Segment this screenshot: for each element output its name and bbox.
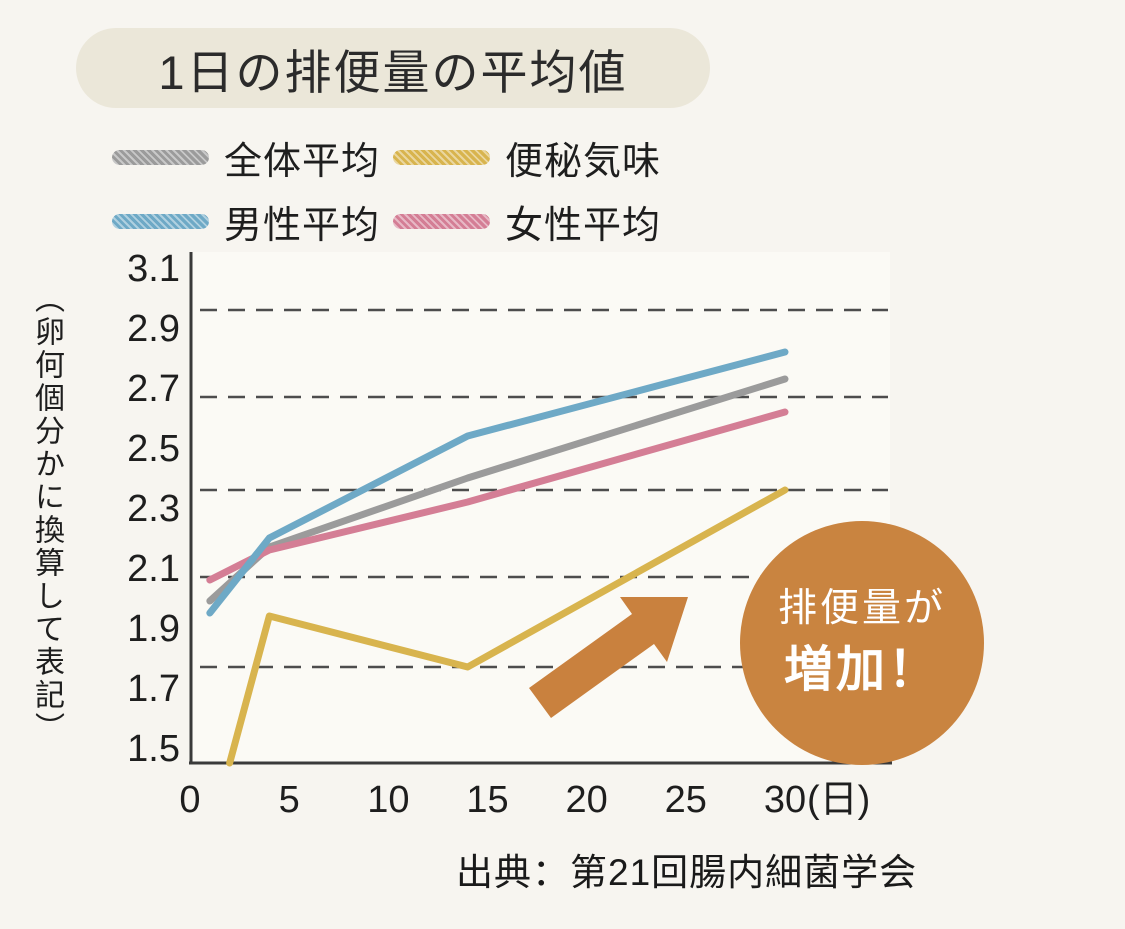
y-tick-label: 2.7 <box>127 368 180 410</box>
series-lines <box>206 348 789 767</box>
y-tick-label: 1.9 <box>127 608 180 650</box>
x-tick-label: 15 <box>466 779 508 821</box>
legend-swatch-male <box>112 213 209 229</box>
x-tick-label: 10 <box>367 779 409 821</box>
legend-swatch-female <box>393 213 490 229</box>
y-tick-label: 2.3 <box>127 488 180 530</box>
legend: 全体平均 便秘気味 男性平均 女性平均 <box>112 136 661 247</box>
y-tick-label: 2.5 <box>127 428 180 470</box>
y-tick-label: 2.9 <box>127 308 180 350</box>
annotation-text-line2: 増加！ <box>783 642 940 697</box>
legend-item-male: 男性平均 <box>112 200 393 247</box>
chart-title-pill: 1日の排便量の平均値 <box>76 28 710 108</box>
x-tick-label: 25 <box>665 779 707 821</box>
x-tick-label: 0 <box>179 779 200 821</box>
y-axis-label: （卵何個分かに換算して表記） <box>30 283 63 745</box>
legend-item-constipated: 便秘気味 <box>393 136 661 183</box>
legend-label-female: 女性平均 <box>505 204 662 247</box>
x-axis-unit: (日) <box>807 779 870 821</box>
source-note: 出典：第21回腸内細菌学会 <box>456 852 918 893</box>
series-line-male <box>206 348 789 617</box>
legend-swatch-constipated <box>393 149 490 165</box>
series-line-constipated <box>226 486 789 767</box>
x-tick-label: 30 <box>764 779 806 821</box>
legend-label-constipated: 便秘気味 <box>505 140 662 183</box>
series-line-female <box>206 408 789 584</box>
x-tick-label: 5 <box>279 779 300 821</box>
legend-item-female: 女性平均 <box>393 200 661 247</box>
y-tick-label: 1.5 <box>127 728 180 770</box>
y-tick-labels: 3.1 2.9 2.7 2.5 2.3 2.1 1.9 1.7 1.5 <box>127 248 180 770</box>
legend-label-male: 男性平均 <box>224 204 381 247</box>
x-tick-labels: 0 5 10 15 20 25 30 (日) <box>179 779 870 821</box>
x-tick-label: 20 <box>566 779 608 821</box>
chart-title: 1日の排便量の平均値 <box>158 45 628 99</box>
y-tick-label: 2.1 <box>127 548 180 590</box>
annotation-text-line1: 排便量が <box>777 587 946 630</box>
legend-item-overall: 全体平均 <box>112 136 393 183</box>
increase-annotation-badge: 排便量が 増加！ <box>740 521 984 765</box>
legend-label-overall: 全体平均 <box>224 140 381 183</box>
increase-arrow-icon <box>529 597 688 718</box>
y-tick-label: 3.1 <box>127 248 180 290</box>
y-tick-label: 1.7 <box>127 668 180 710</box>
legend-swatch-overall <box>112 149 209 165</box>
